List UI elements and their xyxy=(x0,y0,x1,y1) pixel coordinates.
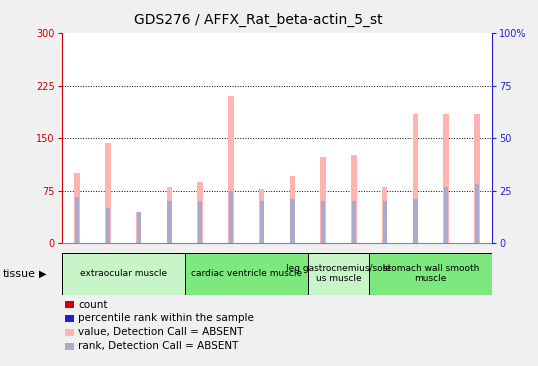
Bar xyxy=(289,176,295,243)
Bar xyxy=(321,201,325,243)
Bar xyxy=(259,201,264,243)
Bar xyxy=(444,187,448,243)
Bar xyxy=(308,253,369,295)
Text: percentile rank within the sample: percentile rank within the sample xyxy=(78,313,254,324)
Bar xyxy=(413,199,417,243)
Bar xyxy=(75,197,80,243)
Bar xyxy=(321,157,326,243)
Bar xyxy=(105,143,111,243)
Text: leg gastrocnemius/sole
us muscle: leg gastrocnemius/sole us muscle xyxy=(286,264,391,283)
Text: GDS276 / AFFX_Rat_beta-actin_5_st: GDS276 / AFFX_Rat_beta-actin_5_st xyxy=(134,13,383,27)
Text: count: count xyxy=(78,299,108,310)
Bar xyxy=(74,173,80,243)
Bar xyxy=(229,191,233,243)
Bar xyxy=(369,253,492,295)
Bar xyxy=(62,253,185,295)
Text: cardiac ventricle muscle: cardiac ventricle muscle xyxy=(191,269,302,278)
Bar xyxy=(475,184,479,243)
Bar xyxy=(443,114,449,243)
Text: stomach wall smooth
muscle: stomach wall smooth muscle xyxy=(383,264,479,283)
Text: value, Detection Call = ABSENT: value, Detection Call = ABSENT xyxy=(78,327,243,337)
Bar xyxy=(383,201,387,243)
Bar xyxy=(106,208,110,243)
Bar xyxy=(185,253,308,295)
Bar xyxy=(259,189,265,243)
Bar xyxy=(352,201,356,243)
Text: extraocular muscle: extraocular muscle xyxy=(80,269,167,278)
Bar xyxy=(167,201,172,243)
Bar xyxy=(291,199,295,243)
Text: ▶: ▶ xyxy=(39,269,46,279)
Bar xyxy=(136,212,141,243)
Bar xyxy=(197,182,203,243)
Bar xyxy=(137,212,141,243)
Bar xyxy=(198,201,202,243)
Bar xyxy=(351,155,357,243)
Bar xyxy=(167,187,172,243)
Bar xyxy=(474,114,480,243)
Text: rank, Detection Call = ABSENT: rank, Detection Call = ABSENT xyxy=(78,341,238,351)
Bar xyxy=(382,187,387,243)
Bar xyxy=(413,113,418,243)
Text: tissue: tissue xyxy=(3,269,36,279)
Bar xyxy=(228,96,233,243)
